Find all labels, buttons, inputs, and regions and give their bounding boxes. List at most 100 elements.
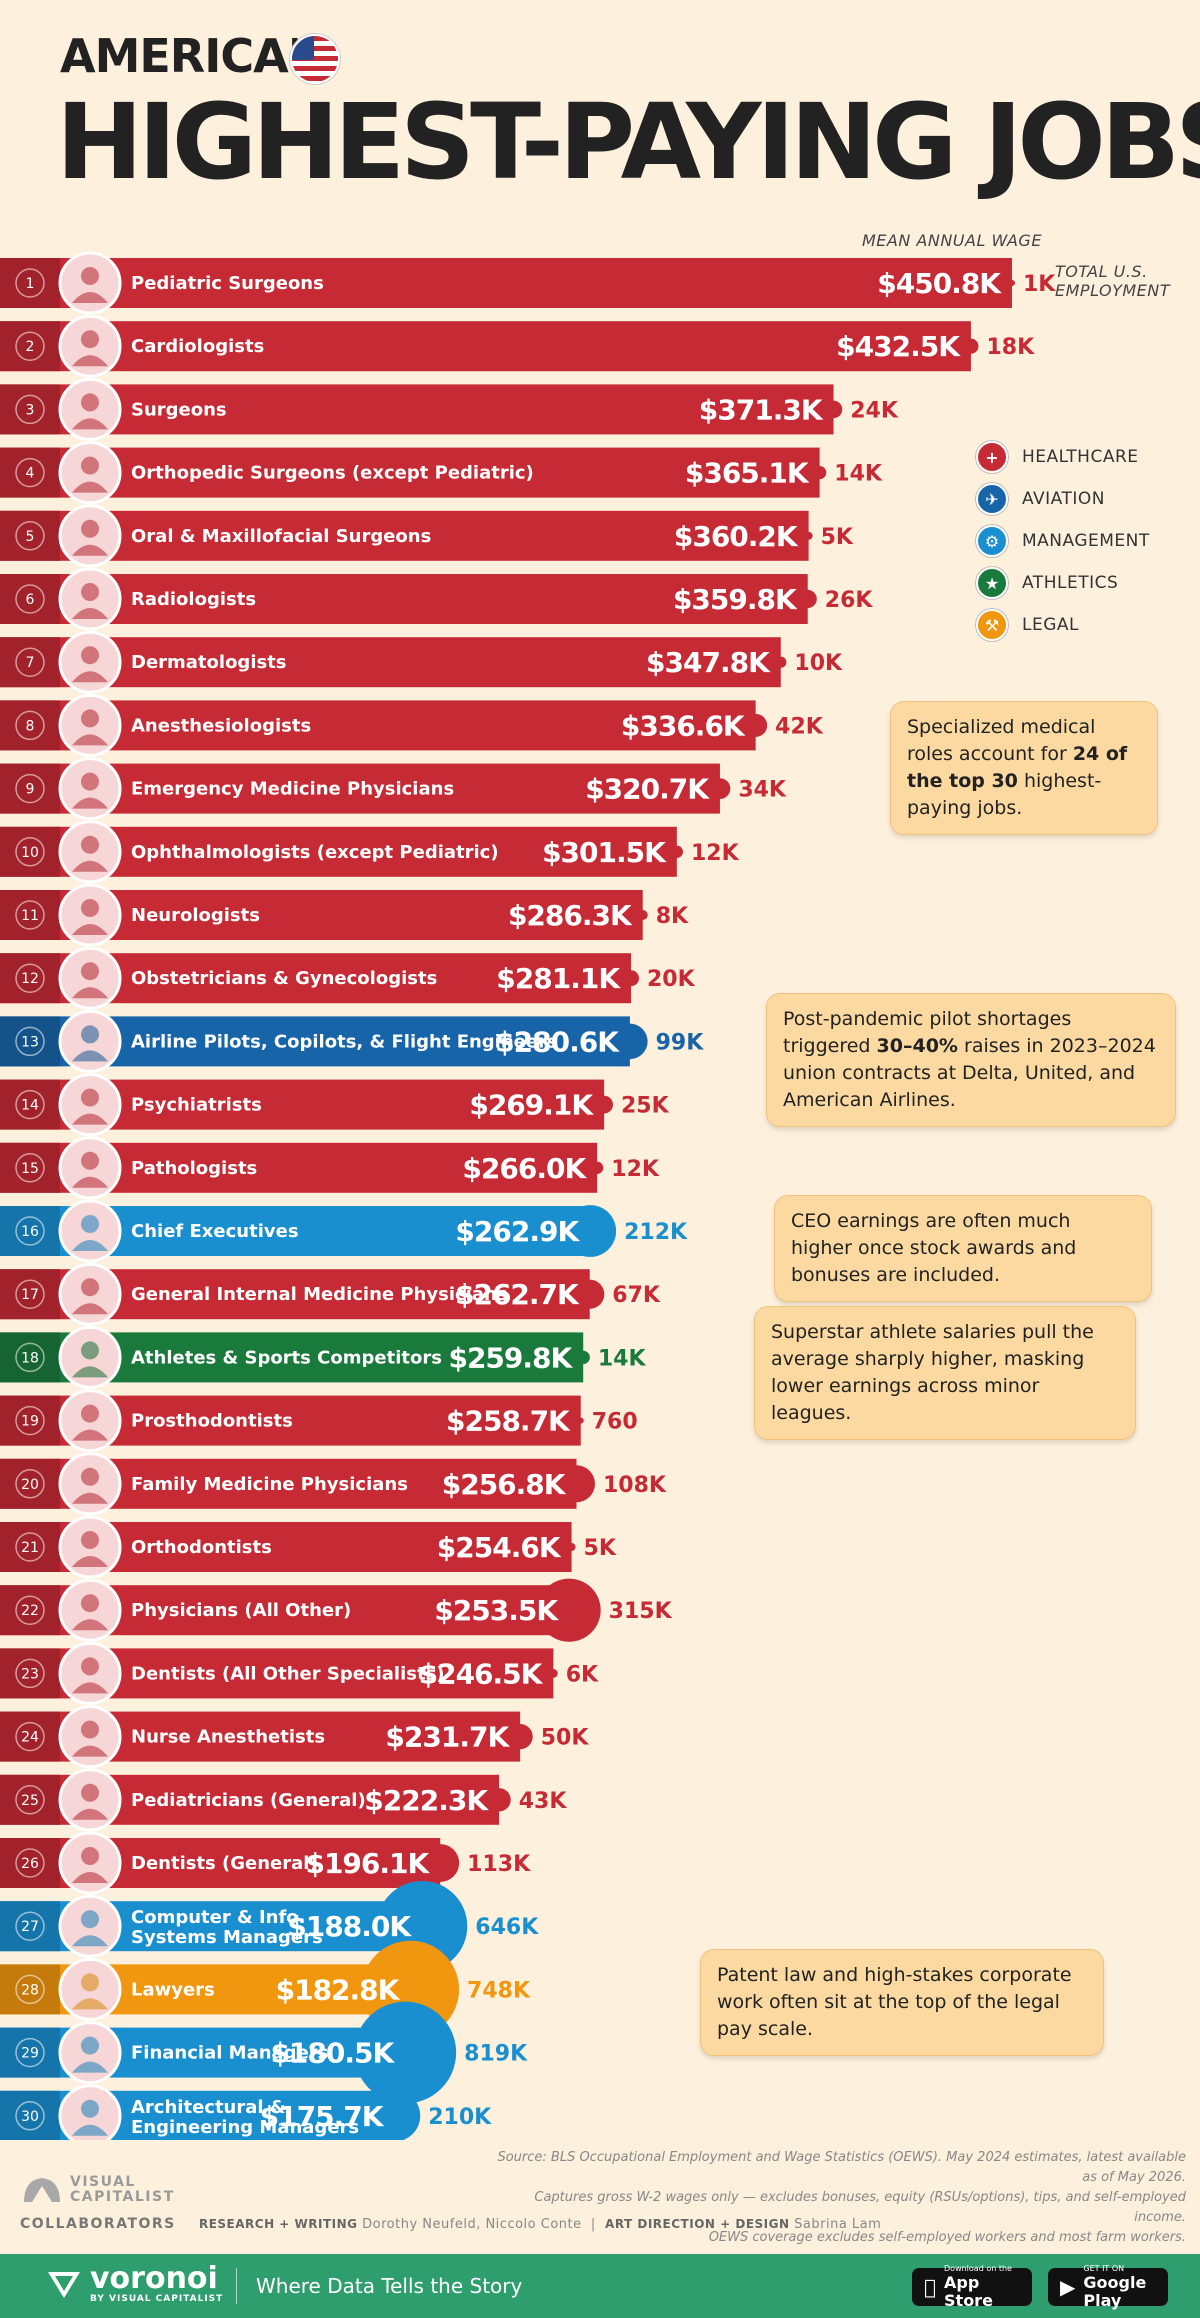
avatar-body	[72, 1176, 108, 1188]
app-store-small: Download on the	[932, 2264, 1012, 2273]
bar-row: 11 Neurologists $286.3K 8K	[0, 883, 689, 947]
job-label: Nurse Anesthetists	[131, 1727, 325, 1748]
rank-badge	[0, 258, 60, 308]
title-main: HIGHEST-PAYING JOBS	[56, 81, 1200, 203]
wage-label: $231.7K	[385, 1721, 510, 1754]
avatar-body	[72, 1745, 108, 1757]
employment-bubble	[670, 845, 684, 858]
rank-circle	[15, 900, 45, 930]
rank-number: 17	[21, 1287, 39, 1303]
avatar-head	[81, 899, 99, 917]
wage-label: $320.7K	[585, 773, 710, 806]
rank-badge	[0, 1585, 60, 1636]
rank-number: 30	[21, 2109, 39, 2125]
employment-bubble	[575, 1279, 605, 1309]
rank-badge	[0, 1206, 60, 1256]
bar-row: 27 Computer & Info.Systems Managers$188.0…	[0, 1880, 539, 1972]
rank-circle	[15, 394, 45, 425]
rank-circle	[15, 1532, 45, 1562]
note-healthcare-text-end: highest-paying jobs.	[907, 770, 1102, 819]
rank-circle	[15, 963, 45, 993]
note-healthcare-text: Specialized medical roles account for	[907, 716, 1096, 765]
employment-label: 210K	[428, 2105, 492, 2130]
wage-label: $336.6K	[621, 709, 746, 742]
avatar-head	[81, 1278, 99, 1297]
rank-badge	[0, 574, 60, 624]
wage-label: $450.8K	[877, 267, 1002, 300]
employment-label: 18K	[986, 335, 1035, 360]
rank-circle	[15, 1469, 45, 1499]
rank-badge	[0, 1332, 60, 1383]
employment-label: 760	[592, 1410, 638, 1435]
bar-row: 21 Orthodontists $254.6K 5K	[0, 1515, 617, 1579]
vc-mark-icon	[24, 2178, 60, 2202]
avatar-body	[72, 292, 108, 303]
employment-label: 5K	[584, 1536, 617, 1561]
rank-circle	[15, 1721, 45, 1752]
avatar-body	[72, 1492, 108, 1504]
employment-label: 6K	[566, 1662, 599, 1687]
note-athletics-text: Superstar athlete salaries pull the aver…	[771, 1321, 1094, 1424]
rank-circle	[15, 837, 45, 867]
employment-label: 34K	[738, 778, 787, 803]
avatar-head	[81, 1973, 99, 1992]
employment-bubble	[623, 970, 640, 987]
avatar-head	[81, 962, 99, 981]
rank-badge	[0, 1079, 60, 1130]
rank-circle	[15, 710, 45, 741]
rank-circle	[15, 457, 45, 488]
job-label: Airline Pilots, Copilots, & Flight Engin…	[131, 1031, 558, 1052]
wage-label: $222.3K	[364, 1784, 489, 1817]
avatar-head	[81, 1151, 99, 1170]
rank-circle	[15, 1848, 45, 1878]
wage-label: $301.5K	[542, 836, 667, 869]
wage-bar	[0, 321, 971, 372]
legend-item-athletics: ★ ATHLETICS	[976, 562, 1150, 604]
rank-badge	[0, 953, 60, 1004]
avatar-head	[81, 709, 99, 728]
voronoi-logo[interactable]: voronoi BY VISUAL CAPITALIST	[44, 2264, 223, 2304]
avatar-head	[81, 772, 99, 791]
avatar-head	[81, 1025, 99, 1044]
avatar-head	[81, 583, 99, 601]
rank-number: 28	[21, 1982, 39, 1998]
employment-label: 12K	[691, 841, 740, 866]
employment-bubble	[564, 1205, 617, 1257]
bar-row: 7 Dermatologists $347.8K 10K	[0, 630, 843, 694]
avatar-head	[81, 835, 99, 854]
google-play-button[interactable]: ▶ GET IT ON Google Play	[1048, 2264, 1168, 2310]
bar-row: 17 General Internal Medicine Physicians$2…	[0, 1262, 661, 1326]
avatar-body	[72, 860, 108, 872]
rank-circle	[15, 1089, 45, 1120]
bar-row: 16 Chief Executives $262.9K 212K	[0, 1199, 688, 1263]
app-store-button[interactable]:  Download on the App Store	[912, 2264, 1032, 2310]
rank-number: 8	[26, 718, 35, 734]
bar-row: 24 Nurse Anesthetists $231.7K 50K	[0, 1705, 589, 1769]
legend-label: MANAGEMENT	[1022, 531, 1150, 551]
bar-row: 4 Orthopedic Surgeons (except Pediatric) $…	[0, 441, 883, 505]
job-label: Radiologists	[131, 589, 256, 610]
wage-label: $259.8K	[448, 1341, 573, 1374]
avatar-body	[72, 924, 108, 935]
employment-column-header: TOTAL U.S. EMPLOYMENT	[1055, 262, 1171, 300]
wage-bar	[0, 384, 834, 435]
employment-label: 113K	[467, 1852, 531, 1877]
legend-item-healthcare: + HEALTHCARE	[976, 436, 1150, 478]
avatar-body	[72, 481, 108, 493]
bar-row: 8 Anesthesiologists $336.6K 42K	[0, 693, 824, 757]
employment-label: 212K	[624, 1220, 688, 1245]
avatar-head	[81, 1594, 99, 1613]
legend-item-legal: ⚒ LEGAL	[976, 604, 1150, 646]
avatar-body	[72, 1682, 108, 1694]
avatar-body	[72, 1808, 108, 1820]
avatar-head	[81, 1215, 99, 1233]
rank-badge	[0, 1964, 60, 2015]
runner-icon: ★	[976, 567, 1008, 599]
job-label: Ophthalmologists (except Pediatric)	[131, 842, 499, 863]
rank-badge	[0, 1269, 60, 1320]
voronoi-mark-icon	[48, 2272, 80, 2298]
avatar-body	[72, 1429, 108, 1441]
legend-label: AVIATION	[1022, 489, 1105, 509]
visual-capitalist-logo: VISUAL CAPITALIST	[20, 2172, 175, 2208]
rank-number: 12	[21, 971, 39, 987]
